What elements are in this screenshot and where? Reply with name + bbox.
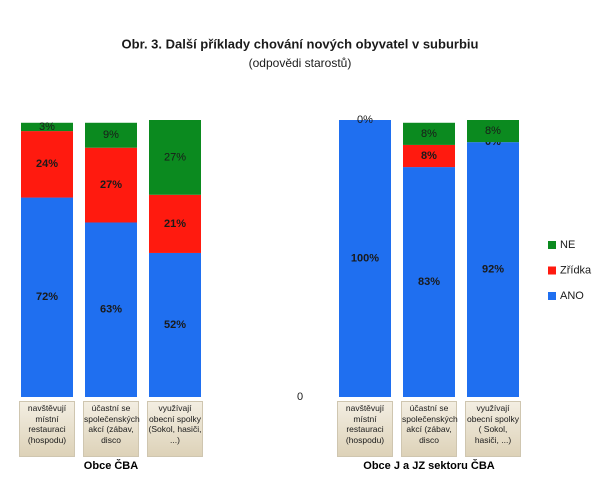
legend-label: Zřídka — [560, 264, 592, 276]
group-label: Obce ČBA — [83, 460, 139, 472]
value-label: 92% — [482, 263, 504, 275]
bar-segment — [403, 122, 455, 145]
x-tick-label: využívají obecní spolky (Sokol, hasiči, … — [147, 401, 203, 457]
legend-label: NE — [560, 239, 575, 251]
y-tick-label: 0 — [297, 391, 303, 403]
bar-segment — [149, 194, 201, 253]
x-tick-label: navštěvují místní restauraci (hospodu) — [337, 401, 393, 457]
x-tick-label: účastní se společenských akcí (zábav, di… — [83, 401, 140, 457]
value-label: 100% — [351, 252, 379, 264]
bar-segment — [85, 147, 137, 223]
value-label: 63% — [100, 304, 122, 316]
bar-segment — [21, 131, 73, 198]
legend-swatch — [548, 292, 556, 300]
x-tick-label: využívají obecní spolky ( Sokol, hasiči,… — [465, 401, 521, 457]
value-label: 27% — [100, 179, 122, 191]
bar-segment — [85, 122, 137, 148]
legend-swatch — [548, 241, 556, 249]
value-label: 0% — [357, 114, 373, 126]
bar-segment — [149, 252, 201, 397]
x-tick-label: navštěvují místní restauraci (hospodu) — [19, 401, 75, 457]
value-label: 83% — [418, 276, 440, 288]
value-label: 72% — [36, 291, 58, 303]
value-label: 24% — [36, 158, 58, 170]
legend-label: ANO — [560, 290, 584, 302]
bar-segment — [403, 167, 455, 397]
value-label: 27% — [164, 151, 186, 163]
bar-segment — [21, 197, 73, 397]
value-label: 8% — [421, 150, 437, 162]
bar-segment — [403, 144, 455, 168]
group-label: Obce J a JZ sektoru ČBA — [363, 460, 495, 472]
value-label: 21% — [164, 218, 186, 230]
bar-segment — [21, 122, 73, 132]
x-tick-label: účastní se společenských akcí (zábav, di… — [401, 401, 458, 457]
value-label: 9% — [103, 129, 119, 141]
bar-segment — [467, 120, 519, 143]
legend-swatch — [548, 266, 556, 275]
value-label: 3% — [39, 121, 55, 133]
value-label: 8% — [485, 125, 501, 137]
chart-subtitle: (odpovědi starostů) — [249, 56, 352, 70]
value-label: 52% — [164, 319, 186, 331]
bar-segment — [467, 142, 519, 397]
bar-segment — [85, 222, 137, 397]
value-label: 8% — [421, 128, 437, 140]
chart-title: Obr. 3. Další příklady chování nových ob… — [122, 36, 479, 51]
bar-segment — [339, 120, 391, 397]
bar-segment — [149, 120, 201, 195]
